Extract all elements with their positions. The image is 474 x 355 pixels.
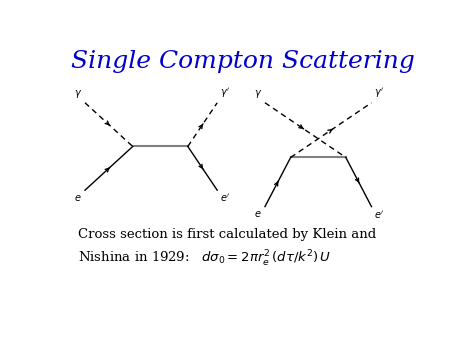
Text: $\gamma'$: $\gamma'$	[220, 87, 230, 100]
Text: $\gamma$: $\gamma$	[74, 88, 82, 100]
Text: $e'$: $e'$	[374, 209, 385, 221]
Text: $\gamma'$: $\gamma'$	[374, 87, 384, 100]
Text: Cross section is first calculated by Klein and: Cross section is first calculated by Kle…	[78, 229, 376, 241]
Text: $e$: $e$	[74, 193, 82, 203]
Text: Nishina in 1929:   $d\sigma_0 = 2\pi r_e^2\,(d\tau/k^2)\,U$: Nishina in 1929: $d\sigma_0 = 2\pi r_e^2…	[78, 248, 331, 269]
Text: $e$: $e$	[255, 209, 262, 219]
Text: Single Compton Scattering: Single Compton Scattering	[71, 50, 415, 73]
Text: $e'$: $e'$	[220, 193, 230, 204]
Text: $\gamma$: $\gamma$	[254, 88, 262, 100]
